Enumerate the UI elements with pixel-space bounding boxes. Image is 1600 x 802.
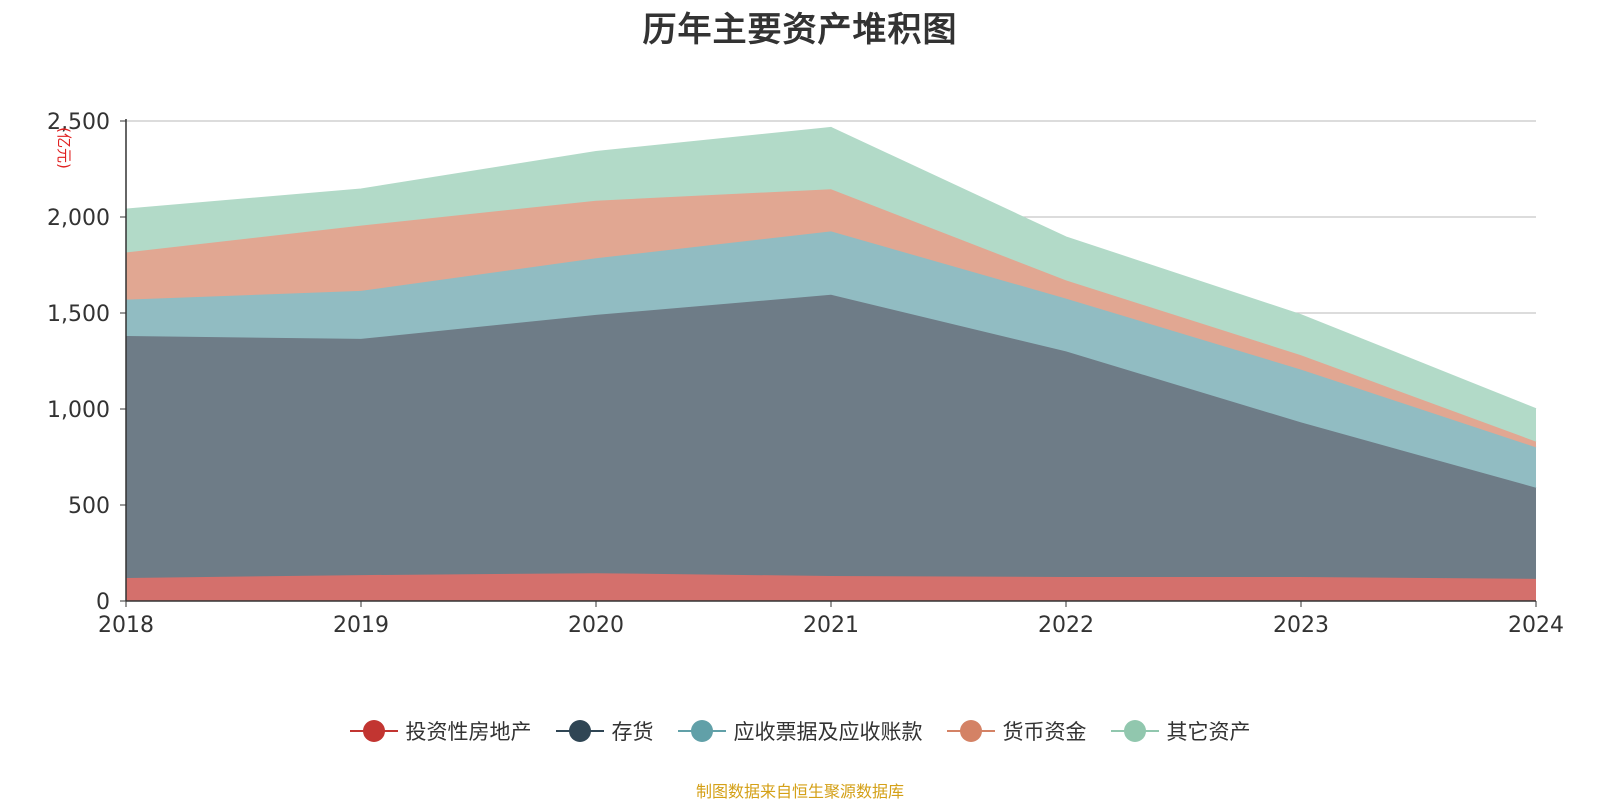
x-tick-label-2022: 2022 [1038, 613, 1094, 638]
x-tick-label-2023: 2023 [1273, 613, 1329, 638]
legend-label: 其它资产 [1166, 720, 1251, 744]
y-tick-label-2000: 2,000 [47, 206, 110, 231]
legend-item-4[interactable]: 其它资产 [1110, 716, 1251, 746]
legend-dot-icon [1123, 720, 1146, 742]
legend-item-0[interactable]: 投资性房地产 [349, 716, 532, 746]
legend-label: 存货 [611, 720, 654, 744]
x-tick-label-2024: 2024 [1508, 613, 1564, 638]
area-series-edge-4 [125, 126, 1537, 410]
x-tick-label-2019: 2019 [333, 613, 389, 638]
y-tick-label-0: 0 [96, 590, 110, 615]
legend-dot-icon [362, 720, 385, 742]
legend-marker-icon [677, 719, 726, 743]
y-axis-unit-label: (亿元) [55, 127, 73, 169]
area-series-0 [126, 573, 1536, 601]
legend-marker-icon [555, 719, 604, 743]
x-tick-label-2020: 2020 [568, 613, 624, 638]
area-series-4 [126, 127, 1536, 442]
legend-marker-icon [946, 719, 995, 743]
area-series-3 [126, 189, 1536, 448]
legend-dot-icon [959, 720, 982, 742]
legend-item-2[interactable]: 应收票据及应收账款 [677, 716, 923, 746]
tick-labels: 0 500 1,000 1,500 2,000 2,500 2018 2019 2020 2021… [47, 110, 1564, 638]
source-note: 制图数据来自恒生聚源数据库 [695, 782, 904, 801]
axes [120, 119, 1537, 607]
y-tick-label-1000: 1,000 [47, 398, 110, 423]
legend-dot-icon [690, 720, 713, 742]
y-tick-label-500: 500 [68, 494, 110, 519]
legend-marker-icon [1110, 719, 1159, 743]
legend-item-1[interactable]: 存货 [555, 716, 654, 746]
area-series [125, 126, 1537, 601]
chart-title: 历年主要资产堆积图 [642, 10, 958, 50]
legend-dot-icon [568, 720, 591, 742]
y-tick-label-1500: 1,500 [47, 302, 110, 327]
legend: 投资性房地产 存货 应收票据及应收账款 货币资金 其它资产 [0, 716, 1600, 746]
legend-label: 投资性房地产 [405, 720, 532, 744]
legend-label: 应收票据及应收账款 [733, 720, 923, 744]
y-tick-label-2500: 2,500 [47, 110, 110, 135]
x-tick-label-2021: 2021 [803, 613, 859, 638]
legend-item-3[interactable]: 货币资金 [946, 716, 1087, 746]
legend-label: 货币资金 [1002, 720, 1087, 744]
x-tick-label-2018: 2018 [98, 613, 154, 638]
legend-marker-icon [349, 719, 398, 743]
area-series-2 [126, 231, 1536, 488]
area-series-1 [126, 294, 1536, 579]
